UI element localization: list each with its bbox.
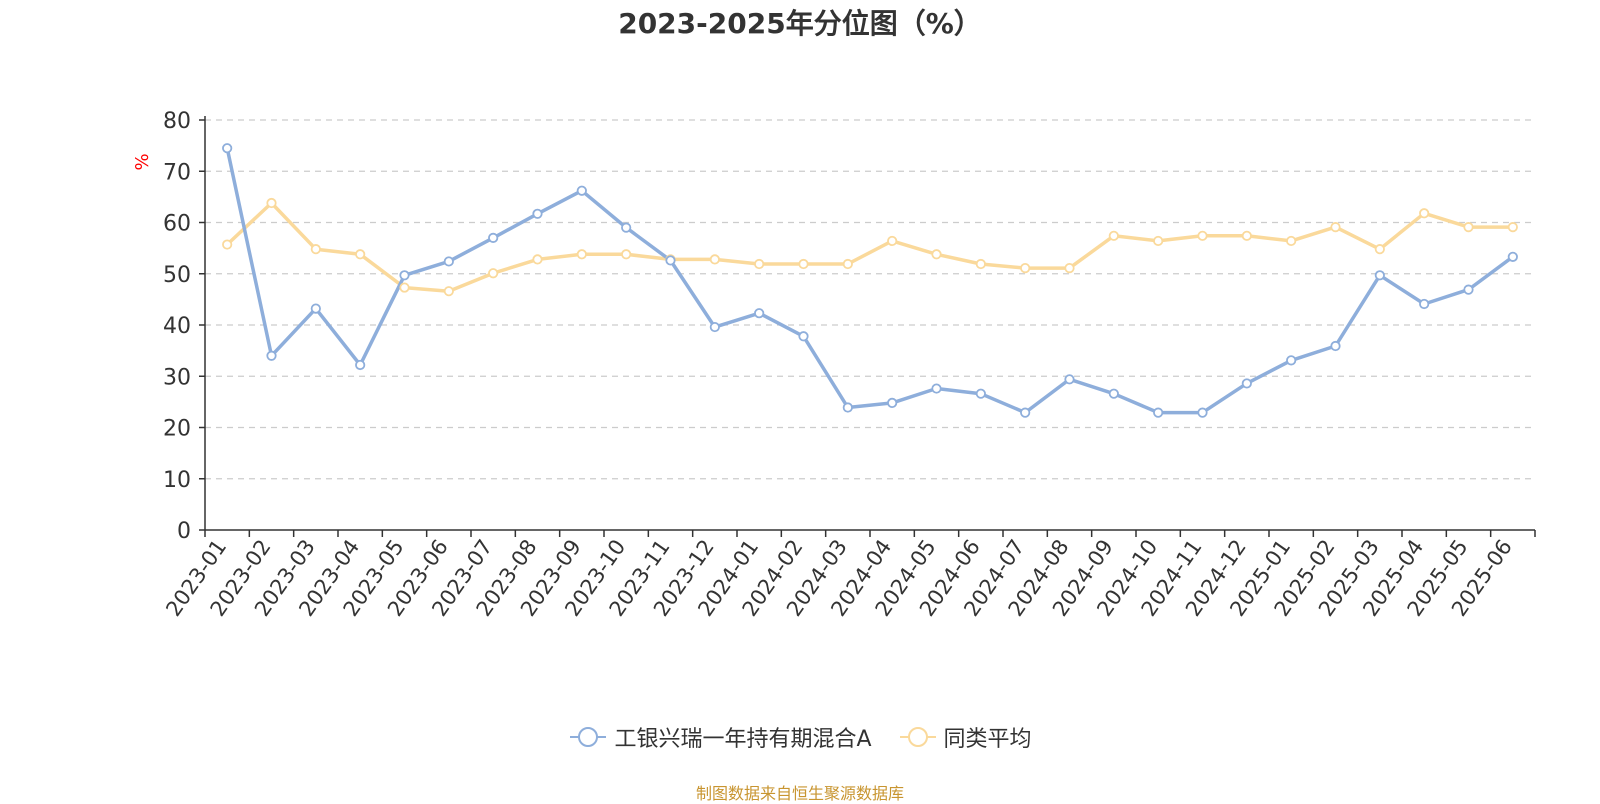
data-point-fund: [931, 383, 942, 394]
data-point-fund: [1241, 378, 1252, 389]
data-point-average: [1463, 222, 1474, 233]
data-point-fund: [443, 256, 454, 267]
data-point-fund: [399, 270, 410, 281]
data-point-fund: [621, 222, 632, 233]
data-point-average: [1330, 222, 1341, 233]
data-point-average: [1108, 230, 1119, 241]
y-tick-label: 60: [163, 212, 191, 237]
series-line-average: [225, 201, 1515, 293]
data-point-fund: [665, 255, 676, 266]
series-line-fund: [225, 146, 1515, 415]
data-point-fund: [488, 232, 499, 243]
data-point-average: [798, 258, 809, 270]
data-point-average: [1153, 235, 1164, 247]
data-point-fund: [1064, 374, 1075, 385]
data-point-fund: [1153, 407, 1164, 418]
data-point-average: [1507, 222, 1518, 233]
data-point-fund: [355, 359, 366, 371]
data-point-fund: [842, 402, 853, 413]
y-tick-label: 0: [177, 519, 191, 544]
data-point-average: [310, 244, 321, 255]
data-point-fund: [1286, 355, 1297, 366]
data-point-average: [355, 249, 366, 260]
data-point-fund: [532, 208, 543, 219]
data-point-fund: [576, 185, 587, 196]
data-point-average: [842, 258, 853, 270]
data-point-average: [1419, 208, 1430, 219]
data-point-average: [1286, 235, 1297, 247]
data-point-fund: [1507, 251, 1518, 262]
y-tick-label: 80: [163, 109, 191, 134]
data-point-average: [709, 254, 720, 265]
y-tick-label: 10: [163, 468, 191, 493]
y-tick-label: 50: [163, 263, 191, 288]
y-tick-label: 70: [163, 160, 191, 185]
data-point-fund: [1197, 407, 1208, 418]
data-point-average: [931, 249, 942, 260]
legend-swatch-fund-icon: [570, 727, 607, 747]
data-point-average: [576, 249, 587, 260]
data-point-average: [222, 239, 233, 250]
legend-swatch-average-icon: [899, 727, 936, 747]
legend: 工银兴瑞一年持有期混合A 同类平均: [0, 722, 1600, 752]
data-point-average: [399, 282, 410, 293]
data-point-average: [887, 235, 898, 247]
legend-item-fund[interactable]: 工银兴瑞一年持有期混合A: [568, 721, 872, 753]
legend-item-average[interactable]: 同类平均: [898, 721, 1032, 753]
y-tick-label: 40: [163, 314, 191, 339]
y-tick-label: 30: [163, 365, 191, 390]
data-point-average: [754, 258, 765, 270]
data-point-fund: [310, 303, 321, 314]
data-point-fund: [709, 321, 720, 333]
legend-label-average: 同类平均: [943, 727, 1032, 752]
data-point-average: [1241, 230, 1252, 241]
data-point-fund: [975, 388, 986, 399]
data-point-average: [1064, 263, 1075, 274]
data-point-fund: [1330, 340, 1341, 352]
data-point-fund: [798, 331, 809, 342]
data-point-average: [266, 197, 277, 209]
data-point-fund: [1419, 298, 1430, 310]
data-point-average: [1374, 244, 1385, 255]
data-point-average: [532, 254, 543, 265]
chart-title: 2023-2025年分位图（%）: [618, 7, 982, 40]
data-point-fund: [266, 350, 277, 361]
data-point-fund: [1020, 407, 1031, 418]
data-point-average: [1020, 263, 1031, 274]
source-note: 制图数据来自恒生聚源数据库: [695, 784, 904, 803]
data-point-average: [975, 258, 986, 270]
data-point-average: [443, 286, 454, 297]
legend-label-fund: 工银兴瑞一年持有期混合A: [614, 727, 872, 752]
data-point-fund: [1108, 388, 1119, 399]
data-point-fund: [1374, 270, 1385, 281]
data-point-fund: [887, 397, 898, 408]
data-point-fund: [754, 308, 765, 319]
data-point-fund: [222, 143, 233, 154]
data-point-average: [621, 249, 632, 260]
y-tick-label: 20: [163, 417, 191, 442]
data-point-average: [1197, 230, 1208, 241]
data-point-average: [488, 268, 499, 279]
data-point-fund: [1463, 284, 1474, 295]
y-axis-unit-label: %: [132, 153, 153, 170]
